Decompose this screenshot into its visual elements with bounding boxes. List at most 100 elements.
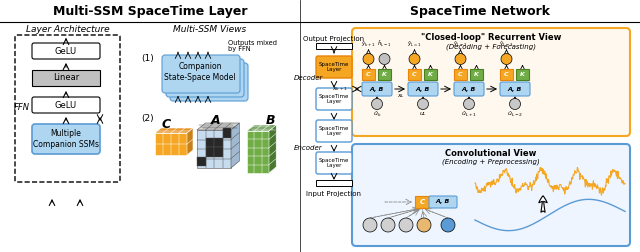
Text: Layer Architecture: Layer Architecture [26,25,110,35]
Bar [223,128,231,138]
FancyBboxPatch shape [32,97,100,113]
FancyBboxPatch shape [362,82,392,96]
FancyBboxPatch shape [316,152,352,174]
Text: Input Projection: Input Projection [307,191,362,197]
Bar [316,43,352,49]
Circle shape [399,218,413,232]
FancyBboxPatch shape [162,55,240,93]
Text: Linear: Linear [53,74,79,82]
Text: Outputs mixed
by FFN: Outputs mixed by FFN [228,40,277,52]
FancyBboxPatch shape [352,144,630,246]
Polygon shape [247,125,276,131]
Text: $\hat{y}_{L-2}$: $\hat{y}_{L-2}$ [453,39,468,49]
Circle shape [371,99,383,110]
FancyBboxPatch shape [316,88,352,110]
Circle shape [441,218,455,232]
Text: K: K [520,72,525,77]
Text: A, B: A, B [416,86,430,91]
Text: $\hat{y}_{k+1}$: $\hat{y}_{k+1}$ [361,39,376,49]
Text: K: K [382,72,387,77]
FancyBboxPatch shape [316,56,352,78]
Text: K: K [428,72,433,77]
Circle shape [455,53,466,65]
Text: C: C [419,199,424,205]
Text: $x_{k+1}$: $x_{k+1}$ [332,85,348,93]
Text: SpaceTime Network: SpaceTime Network [410,5,550,17]
Text: SpaceTime
Layer: SpaceTime Layer [319,61,349,72]
Text: Multiple
Companion SSMs: Multiple Companion SSMs [33,129,99,149]
Text: (2): (2) [141,113,154,122]
Bar [415,196,429,208]
Bar [454,69,467,80]
Bar [214,147,223,156]
Bar [470,69,483,80]
Bar [316,180,352,186]
Text: C: C [504,72,509,77]
Text: GeLU: GeLU [55,47,77,55]
Circle shape [363,53,374,65]
Text: SpaceTime
Layer: SpaceTime Layer [319,125,349,136]
Polygon shape [247,131,269,173]
Circle shape [509,99,520,110]
FancyArrowPatch shape [539,196,547,212]
Text: $x_L$: $x_L$ [397,92,405,100]
Circle shape [501,53,512,65]
Circle shape [363,218,377,232]
FancyBboxPatch shape [454,82,484,96]
Text: (Decoding + Forecasting): (Decoding + Forecasting) [446,44,536,50]
Text: B: B [265,114,275,128]
Text: $u_L$: $u_L$ [419,110,427,118]
Text: K: K [474,72,479,77]
Text: $\hat{u}_{L+1}$: $\hat{u}_{L+1}$ [461,109,477,119]
Text: SpaceTime
Layer: SpaceTime Layer [319,158,349,168]
Text: (Encoding + Preprocessing): (Encoding + Preprocessing) [442,159,540,165]
Circle shape [417,99,429,110]
Polygon shape [187,128,193,155]
FancyBboxPatch shape [408,82,438,96]
Text: Encoder: Encoder [294,145,323,151]
Text: A, B: A, B [508,86,522,91]
Text: Decoder: Decoder [293,75,323,81]
Polygon shape [231,123,239,168]
Polygon shape [155,133,187,155]
Bar [214,138,223,147]
FancyBboxPatch shape [316,120,352,142]
Circle shape [379,53,390,65]
Text: C: C [161,118,171,132]
Text: A, B: A, B [436,200,450,205]
FancyBboxPatch shape [32,43,100,59]
FancyBboxPatch shape [32,124,100,154]
Circle shape [463,99,474,110]
Bar [197,156,205,166]
Text: Multi-SSM Views: Multi-SSM Views [173,25,246,35]
FancyBboxPatch shape [15,35,120,182]
Text: $\hat{u}_{L-2}$: $\hat{u}_{L-2}$ [507,109,523,119]
FancyBboxPatch shape [166,59,244,97]
Bar [378,69,391,80]
Text: Companion
State-Space Model: Companion State-Space Model [164,62,236,82]
Polygon shape [197,130,231,168]
Text: "Closed-loop" Recurrent View: "Closed-loop" Recurrent View [421,34,561,43]
Text: Convolutional View: Convolutional View [445,148,537,158]
Bar [424,69,437,80]
Text: C: C [458,72,463,77]
FancyBboxPatch shape [500,82,530,96]
Bar [500,69,513,80]
Bar [408,69,421,80]
Text: A, B: A, B [370,86,384,91]
FancyBboxPatch shape [170,63,248,101]
Text: C: C [412,72,417,77]
Bar [362,69,375,80]
Text: $\hat{y}_{L-3}$: $\hat{y}_{L-3}$ [499,39,514,49]
FancyBboxPatch shape [352,28,630,136]
Circle shape [417,218,431,232]
Polygon shape [269,125,276,173]
Bar [205,138,214,147]
Text: GeLU: GeLU [55,101,77,110]
Circle shape [409,53,420,65]
Text: $\hat{h}_{L-1}$: $\hat{h}_{L-1}$ [377,39,392,49]
Text: A, B: A, B [462,86,476,91]
Text: (1): (1) [141,53,154,62]
Polygon shape [155,128,193,133]
Bar [32,70,100,86]
